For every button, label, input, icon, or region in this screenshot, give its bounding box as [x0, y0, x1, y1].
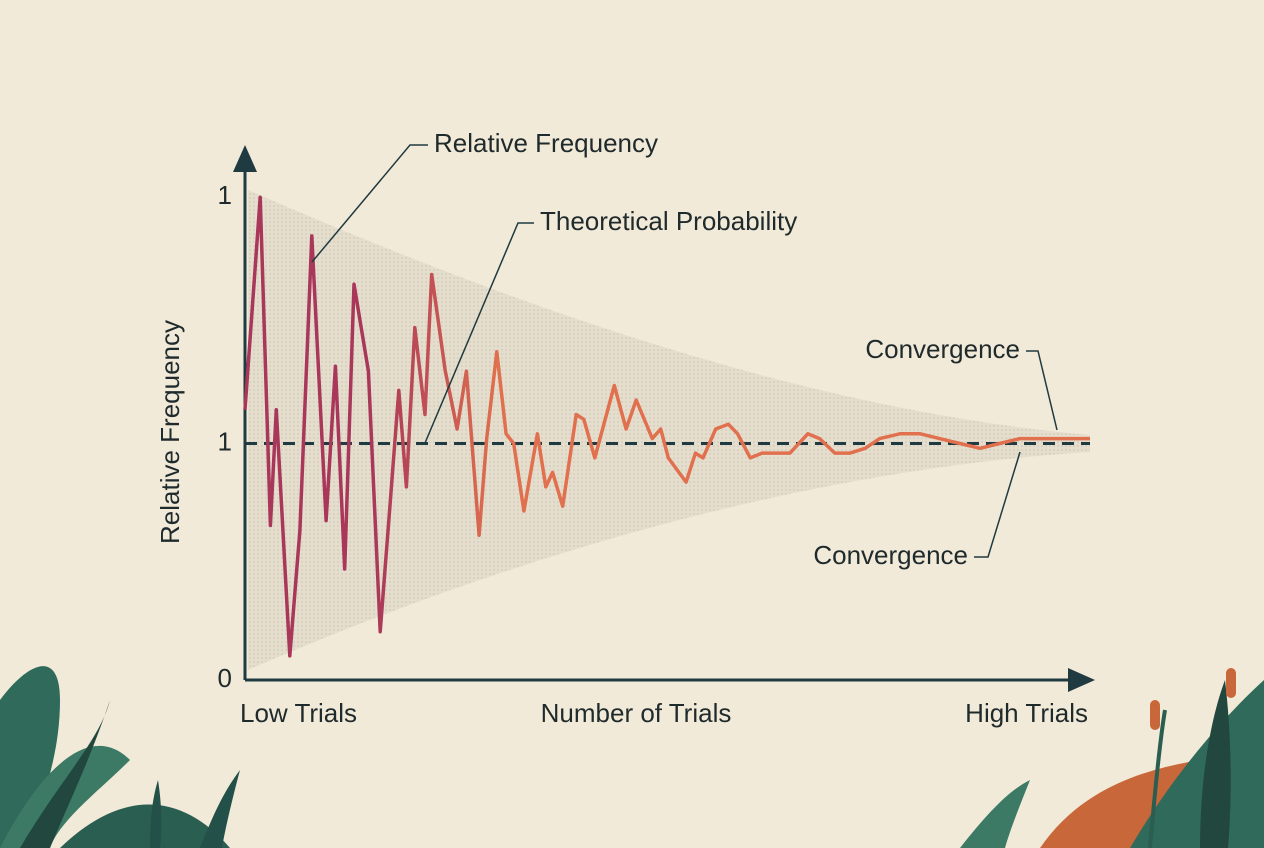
envelope — [248, 190, 1090, 670]
y-tick-label: 0 — [218, 663, 232, 693]
x-axis-title: Number of Trials — [541, 698, 732, 728]
y-axis-arrow — [233, 145, 257, 172]
y-axis-title: Relative Frequency — [155, 320, 185, 544]
x-start-label: Low Trials — [240, 698, 357, 728]
annotation: Convergence — [865, 334, 1020, 364]
frequency-line — [243, 195, 1090, 658]
y-tick-label: 1 — [218, 426, 232, 456]
annotation: Relative Frequency — [434, 128, 658, 158]
plants-right — [960, 668, 1264, 848]
annotation-leader — [1026, 350, 1058, 431]
annotation-leader — [424, 222, 534, 444]
annotation-leader — [974, 451, 1021, 558]
y-tick-label: 1 — [218, 180, 232, 210]
annotation: Theoretical Probability — [540, 206, 797, 236]
annotation: Convergence — [813, 540, 968, 570]
x-axis-arrow — [1068, 668, 1095, 692]
plants-left — [0, 666, 240, 848]
annotation-leader — [311, 144, 428, 263]
x-end-label: High Trials — [965, 698, 1088, 728]
